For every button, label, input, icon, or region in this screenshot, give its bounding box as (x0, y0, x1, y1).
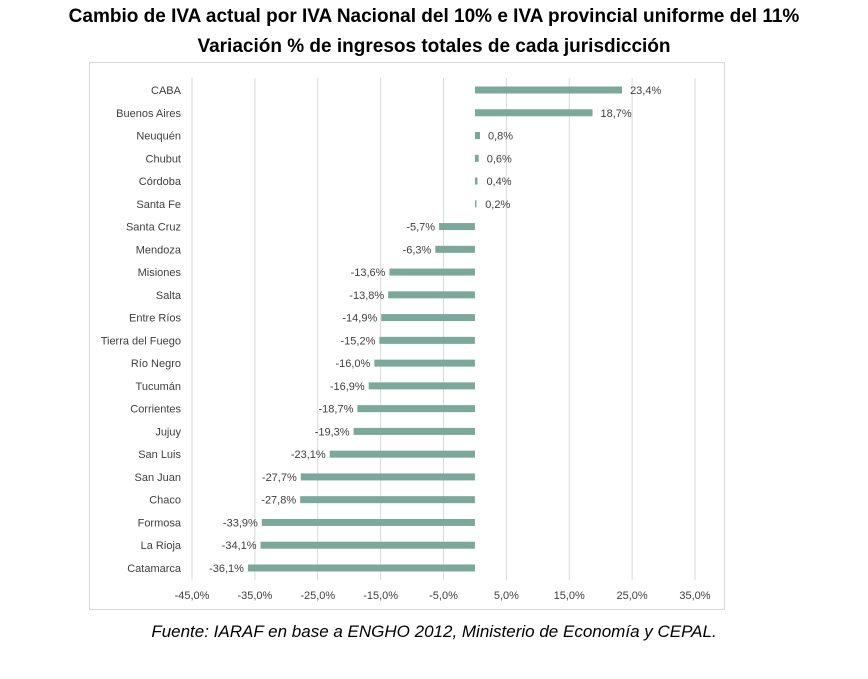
data-label: 0,4% (486, 176, 511, 188)
x-tick-label: -45,0% (175, 590, 210, 602)
data-label: -16,0% (335, 358, 370, 370)
data-label: 23,4% (630, 85, 661, 97)
bar (357, 405, 475, 413)
bar (435, 245, 475, 253)
data-label: -13,8% (349, 290, 384, 302)
category-label: Chubut (146, 153, 181, 165)
x-tick-label: 35,0% (679, 590, 710, 602)
category-label: Misiones (138, 267, 182, 279)
category-label: Entre Ríos (129, 313, 181, 325)
data-label: -33,9% (223, 517, 258, 529)
data-label: -15,2% (341, 335, 376, 347)
data-label: -36,1% (209, 563, 244, 575)
category-label: Río Negro (131, 358, 181, 370)
category-label: Santa Cruz (126, 222, 181, 234)
data-label: -19,3% (315, 426, 350, 438)
bar (379, 336, 475, 344)
category-label: Catamarca (127, 563, 182, 575)
data-label: -34,1% (222, 540, 257, 552)
category-label: Buenos Aires (116, 108, 181, 120)
bar (300, 496, 475, 504)
x-tick-label: -15,0% (363, 590, 398, 602)
bar (439, 223, 475, 231)
category-label: Formosa (138, 517, 182, 529)
x-tick-label: -5,0% (429, 590, 458, 602)
bar (389, 268, 475, 276)
source-note: Fuente: IARAF en base a ENGHO 2012, Mini… (151, 622, 717, 641)
x-tick-label: -25,0% (300, 590, 335, 602)
bar (368, 382, 475, 390)
data-label: 0,6% (487, 153, 512, 165)
data-label: -27,7% (262, 472, 297, 484)
bar (374, 359, 475, 367)
data-label: 0,8% (488, 131, 513, 143)
data-label: -16,9% (330, 381, 365, 393)
category-label: Neuquén (136, 131, 181, 143)
category-label: Córdoba (139, 176, 182, 188)
bar (474, 177, 478, 185)
category-label: Tucumán (136, 381, 181, 393)
chart-subtitle: Variación % de ingresos totales de cada … (197, 36, 671, 57)
bar (261, 518, 475, 526)
category-label: Santa Fe (136, 199, 181, 211)
category-label: La Rioja (141, 540, 182, 552)
data-label: 18,7% (601, 108, 632, 120)
bar (474, 109, 593, 117)
bar (300, 473, 475, 481)
x-tick-label: 5,0% (494, 590, 519, 602)
bar (388, 291, 475, 299)
bar (353, 427, 475, 435)
bar (260, 541, 475, 549)
bar (247, 564, 475, 572)
category-label: Corrientes (130, 404, 181, 416)
x-tick-label: 25,0% (617, 590, 648, 602)
data-label: -13,6% (351, 267, 386, 279)
data-label: -5,7% (406, 222, 435, 234)
x-tick-label: 15,0% (554, 590, 585, 602)
category-label: San Juan (135, 472, 181, 484)
bar (474, 154, 479, 162)
category-label: Salta (156, 290, 182, 302)
data-label: -14,9% (342, 313, 377, 325)
data-label: -23,1% (291, 449, 326, 461)
bar (381, 314, 475, 322)
category-label: Mendoza (136, 244, 182, 256)
category-label: Tierra del Fuego (101, 335, 181, 347)
chart-title: Cambio de IVA actual por IVA Nacional de… (68, 6, 800, 27)
category-label: Chaco (149, 495, 181, 507)
category-label: San Luis (138, 449, 181, 461)
data-label: -6,3% (403, 244, 432, 256)
bar (474, 132, 480, 140)
category-label: Jujuy (155, 426, 181, 438)
category-label: CABA (151, 85, 182, 97)
bar (474, 86, 623, 94)
chart-frame (89, 62, 725, 610)
data-label: -27,8% (261, 495, 296, 507)
bar (474, 200, 477, 208)
data-label: 0,2% (485, 199, 510, 211)
x-tick-label: -35,0% (237, 590, 272, 602)
bar (329, 450, 475, 458)
data-label: -18,7% (319, 404, 354, 416)
